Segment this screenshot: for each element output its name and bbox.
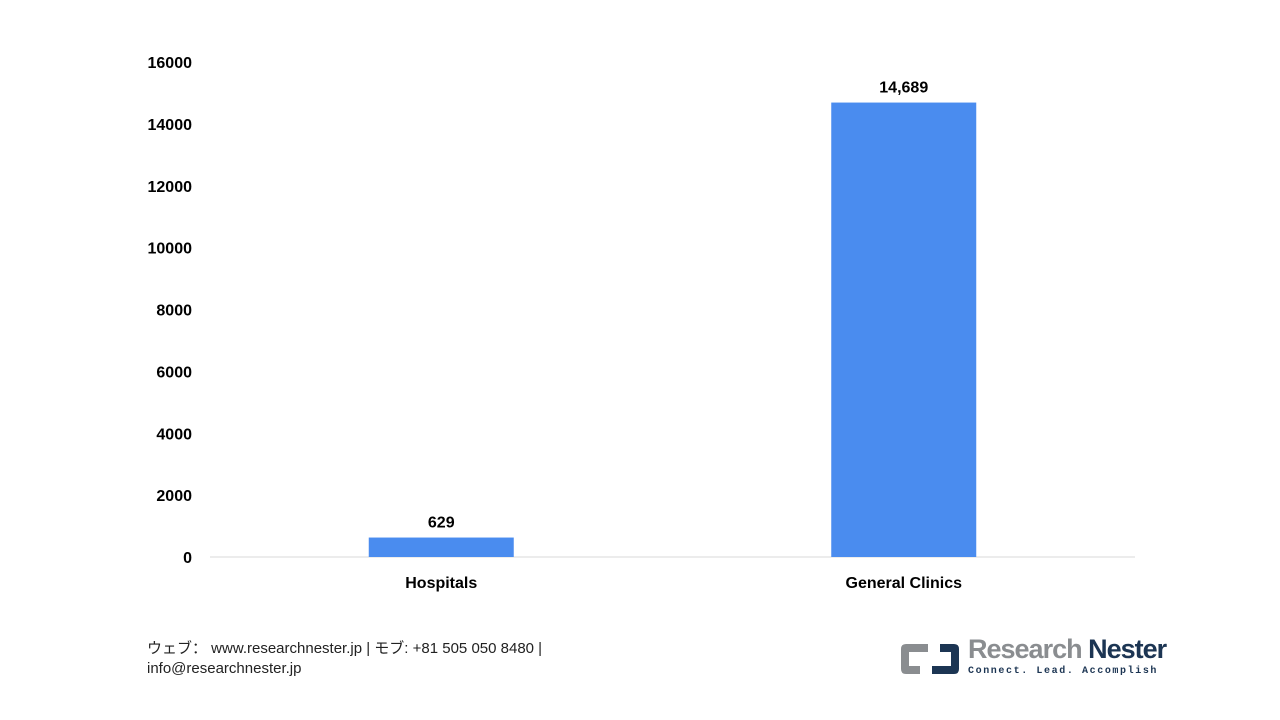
data-label: 629 (428, 515, 455, 532)
bar-hospitals (368, 537, 514, 557)
logo-mark-icon (901, 644, 959, 674)
y-tick-label: 12000 (148, 179, 193, 196)
y-tick-label: 10000 (148, 241, 193, 258)
y-tick-label: 6000 (156, 364, 192, 381)
y-tick-label: 4000 (156, 426, 192, 443)
y-tick-label: 2000 (156, 488, 192, 505)
y-tick-label: 16000 (148, 55, 193, 72)
footer-web-phone: ウェブ： www.researchnester.jp | モブ: +81 505… (147, 640, 543, 657)
bar-chart: 0 2000 4000 6000 8000 10000 12000 14000 16000 62… (148, 55, 1135, 592)
x-tick-label: Hospitals (405, 575, 477, 592)
research-nester-logo: Research Nester Connect. Lead. Accomplis… (898, 634, 1167, 680)
y-tick-label: 8000 (156, 303, 192, 320)
logo-tagline: Connect. Lead. Accomplish (968, 666, 1159, 677)
data-label: 14,689 (879, 80, 928, 97)
logo-name-nester: Nester (1088, 634, 1167, 664)
footer-contact: ウェブ： www.researchnester.jp | モブ: +81 505… (147, 639, 542, 679)
y-tick-label: 0 (183, 550, 192, 567)
y-tick-label: 14000 (148, 117, 193, 134)
logo-name-research: Research (968, 634, 1083, 664)
x-tick-label: General Clinics (846, 575, 963, 592)
bar-general-clinics (831, 102, 977, 558)
footer-email: info@researchnester.jp (147, 660, 302, 677)
